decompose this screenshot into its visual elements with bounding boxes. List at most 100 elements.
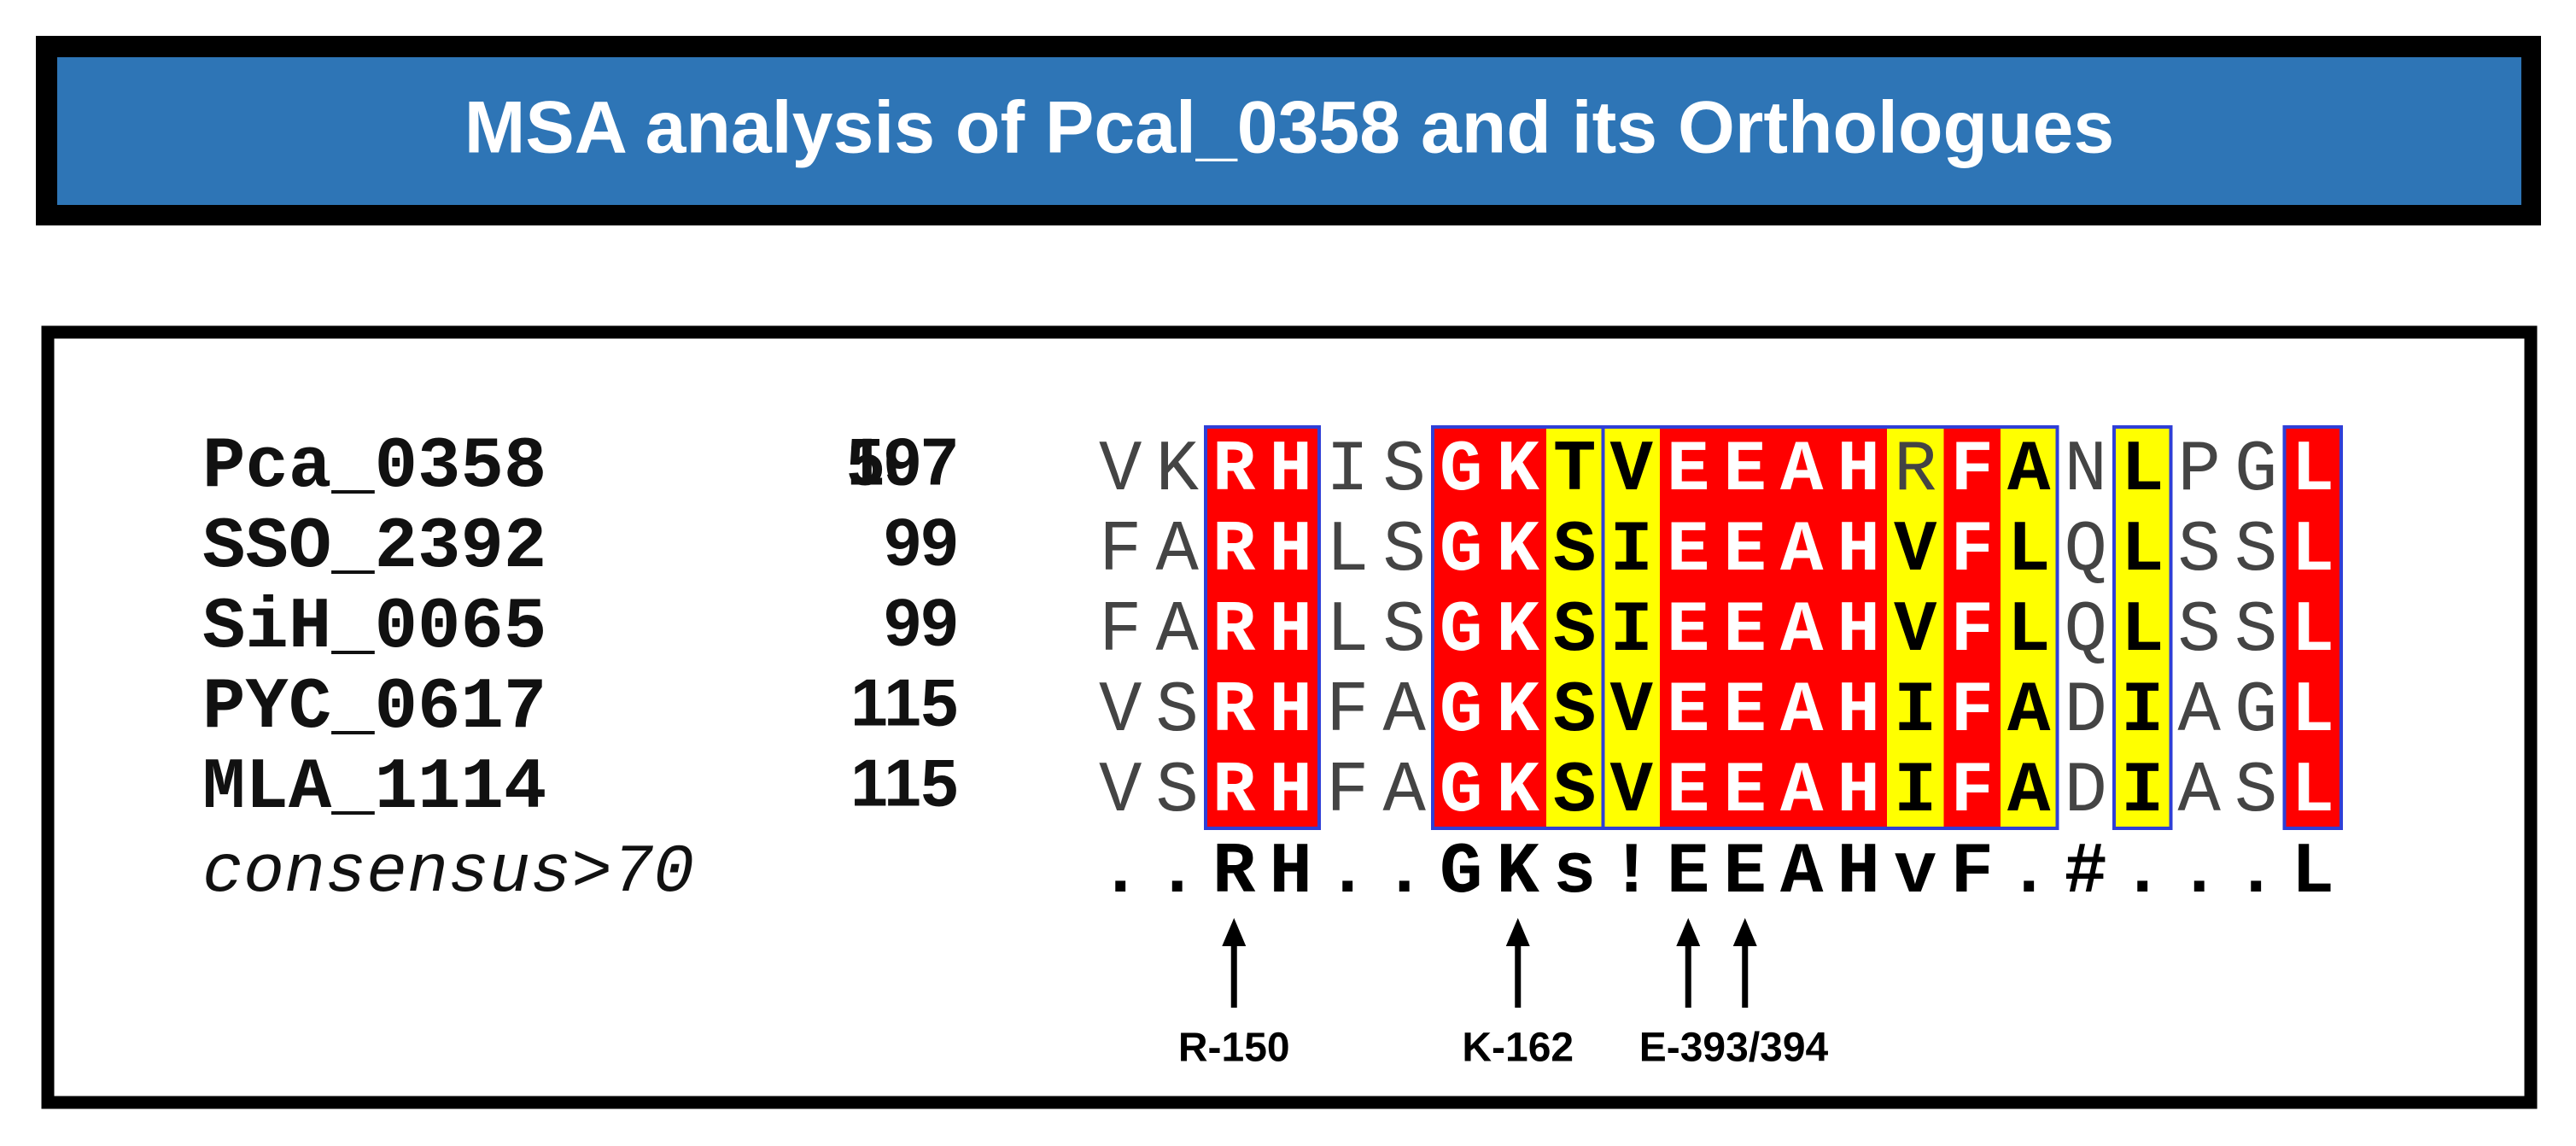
conserved-block xyxy=(2282,425,2343,830)
residue: S xyxy=(1383,511,1426,592)
identical-cell xyxy=(1433,748,1490,828)
consensus-residue: A xyxy=(1780,833,1824,914)
residue: A xyxy=(1156,591,1200,672)
residue: I xyxy=(1894,671,1936,752)
similar-cell xyxy=(2114,507,2171,588)
conserved-block xyxy=(1601,425,2059,830)
sequence-start: 99 xyxy=(884,585,958,660)
identical-cell xyxy=(1773,748,1831,828)
identical-cell xyxy=(2284,427,2341,507)
consensus-residue: E xyxy=(1667,833,1709,914)
residue: G xyxy=(1440,751,1482,833)
identical-cell xyxy=(2284,588,2341,668)
identical-cell xyxy=(1206,588,1263,668)
identical-cell xyxy=(1716,748,1773,828)
similar-cell xyxy=(2001,668,2058,748)
residue-label: E-393/394 xyxy=(1639,1026,1829,1071)
residue: S xyxy=(2234,591,2277,672)
identical-cell xyxy=(2284,668,2341,748)
residue: V xyxy=(1894,591,1937,672)
residue: V xyxy=(1610,671,1654,752)
residue: V xyxy=(1610,430,1654,512)
residue: L xyxy=(2007,511,2050,592)
residue: I xyxy=(2121,751,2164,833)
consensus-residue: . xyxy=(1326,833,1369,914)
consensus-residue: . xyxy=(2178,833,2221,914)
identical-cell xyxy=(1489,668,1546,748)
similar-cell xyxy=(1603,427,1660,507)
identical-cell xyxy=(1716,507,1773,588)
consensus-residue: . xyxy=(2007,833,2050,914)
identical-cell xyxy=(1660,427,1717,507)
identical-cell xyxy=(1830,748,1887,828)
residue: I xyxy=(1610,591,1653,672)
similar-cell xyxy=(2114,668,2171,748)
residue: H xyxy=(1837,430,1880,512)
residue: A xyxy=(1383,751,1427,833)
identical-cell xyxy=(1830,507,1887,588)
similar-cell xyxy=(2114,588,2171,668)
residue: S xyxy=(1553,751,1596,833)
residue: K xyxy=(1497,751,1540,833)
residue: L xyxy=(2292,671,2334,752)
residue: E xyxy=(1667,671,1709,752)
identical-cell xyxy=(1660,748,1717,828)
sequence-name: Pca_0358 xyxy=(202,427,546,508)
residue: E xyxy=(1724,751,1767,833)
identical-cell xyxy=(1773,668,1831,748)
residue: S xyxy=(2234,511,2277,592)
residue: K xyxy=(1497,430,1540,512)
residue: A xyxy=(1780,511,1824,592)
residue: L xyxy=(2121,430,2164,512)
identical-cell xyxy=(1943,668,2001,748)
residue: R xyxy=(1212,751,1256,833)
residue: Q xyxy=(2065,511,2107,592)
residue: A xyxy=(2007,751,2051,833)
residue: S xyxy=(1553,511,1596,592)
identical-cell xyxy=(1206,507,1263,588)
identical-cell xyxy=(1262,588,1319,668)
consensus-residue: . xyxy=(1099,833,1142,914)
identical-cell xyxy=(1830,588,1887,668)
residue: S xyxy=(1383,430,1426,512)
consensus-residue: E xyxy=(1724,833,1767,914)
residue: I xyxy=(1326,430,1369,512)
residue: Q xyxy=(2065,591,2107,672)
sequence-name: SSO_2392 xyxy=(202,507,546,588)
identical-cell xyxy=(1433,507,1490,588)
residue: N xyxy=(2065,430,2107,512)
consensus-residue: # xyxy=(2065,833,2107,914)
sequence-start: 115 xyxy=(850,745,958,821)
residue: A xyxy=(1780,751,1824,833)
residue: E xyxy=(1667,511,1709,592)
residue: I xyxy=(1610,511,1653,592)
residue: G xyxy=(1440,430,1482,512)
residue: L xyxy=(2292,591,2334,672)
identical-cell xyxy=(1433,427,1490,507)
residue: V xyxy=(1099,430,1142,512)
residue: V xyxy=(1099,671,1142,752)
identical-cell xyxy=(1716,427,1773,507)
residue: E xyxy=(1724,430,1767,512)
title-bar xyxy=(57,57,2521,205)
residue: L xyxy=(2007,591,2050,672)
identical-cell xyxy=(1660,588,1717,668)
residue: R xyxy=(1212,591,1256,672)
consensus-residue: R xyxy=(1212,833,1256,914)
identical-cell xyxy=(1489,588,1546,668)
identical-cell xyxy=(1773,507,1831,588)
identical-cell xyxy=(1489,427,1546,507)
similar-cell xyxy=(1887,668,1944,748)
residue: S xyxy=(2178,511,2221,592)
similar-cell xyxy=(1887,427,1944,507)
residue: I xyxy=(1894,751,1936,833)
similar-cell xyxy=(1887,588,1944,668)
identical-cell xyxy=(1716,588,1773,668)
residue: S xyxy=(2178,591,2221,672)
residue: H xyxy=(1270,511,1312,592)
consensus-residue: G xyxy=(1440,833,1482,914)
identical-cell xyxy=(1262,668,1319,748)
sequence-name: SiH_0065 xyxy=(202,588,546,669)
residue: H xyxy=(1270,671,1312,752)
